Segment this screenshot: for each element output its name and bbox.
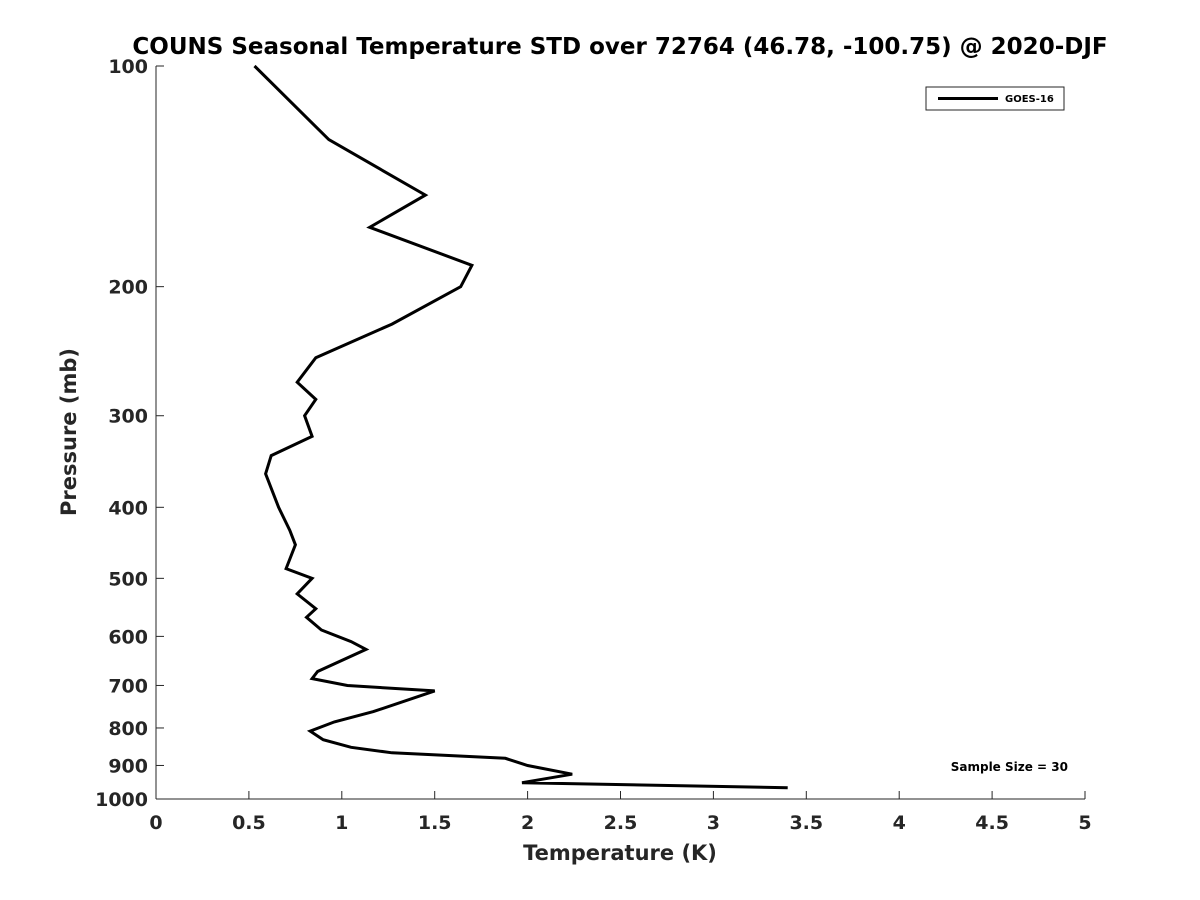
series-line-goes-16 bbox=[253, 64, 788, 790]
y-tick-label: 600 bbox=[108, 626, 148, 648]
x-ticks: 0 0.5 1 1.5 2 2.5 3 3.5 4 4.5 5 bbox=[149, 791, 1092, 834]
y-tick-label: 900 bbox=[108, 755, 148, 777]
series-layer bbox=[253, 64, 788, 790]
x-tick-label: 0.5 bbox=[232, 812, 266, 834]
x-tick-label: 1 bbox=[335, 812, 348, 834]
y-tick-label: 400 bbox=[108, 497, 148, 519]
y-axis-label: Pressure (mb) bbox=[57, 348, 81, 516]
y-tick-label: 700 bbox=[108, 675, 148, 697]
y-tick-label: 800 bbox=[108, 718, 148, 740]
y-ticks: 100 200 300 400 500 600 700 800 900 1000 bbox=[95, 56, 164, 811]
y-tick-label: 500 bbox=[108, 568, 148, 590]
x-tick-label: 3 bbox=[707, 812, 720, 834]
y-tick-label: 1000 bbox=[95, 789, 148, 811]
y-tick-label: 200 bbox=[108, 277, 148, 299]
x-tick-label: 0 bbox=[149, 812, 162, 834]
chart-title: COUNS Seasonal Temperature STD over 7276… bbox=[132, 34, 1107, 60]
x-tick-label: 1.5 bbox=[418, 812, 452, 834]
legend: GOES-16 bbox=[925, 86, 1065, 111]
x-tick-label: 5 bbox=[1078, 812, 1091, 834]
y-tick-label: 100 bbox=[108, 56, 148, 78]
x-tick-label: 2.5 bbox=[604, 812, 638, 834]
y-tick-label: 300 bbox=[108, 406, 148, 428]
sample-size-annotation: Sample Size = 30 bbox=[951, 760, 1068, 774]
x-axis-label: Temperature (K) bbox=[523, 841, 717, 865]
x-tick-label: 4.5 bbox=[975, 812, 1009, 834]
x-tick-label: 3.5 bbox=[789, 812, 823, 834]
x-tick-label: 2 bbox=[521, 812, 534, 834]
x-tick-label: 4 bbox=[893, 812, 906, 834]
legend-label-goes-16: GOES-16 bbox=[1005, 94, 1054, 105]
